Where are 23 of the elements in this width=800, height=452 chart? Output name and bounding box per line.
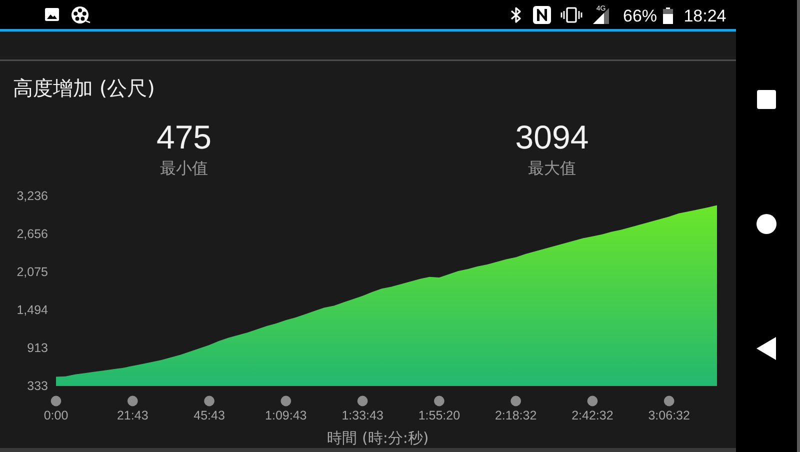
x-tick-label: 1:09:43	[265, 408, 307, 422]
x-tick-label: 3:06:32	[648, 408, 690, 422]
text: 475	[156, 118, 212, 156]
y-tick-label: 2,656	[16, 226, 48, 241]
x-tick-label: 1:55:20	[418, 408, 460, 422]
x-tick-label: 45:43	[194, 408, 225, 422]
text: 最大值	[528, 158, 576, 178]
y-tick-label: 913	[27, 341, 48, 356]
x-tick-label: 2:18:32	[494, 408, 537, 422]
chart-title: 高度增加 (公尺)	[13, 76, 155, 100]
text: 18:24	[684, 6, 726, 26]
text: 最小值	[160, 158, 208, 178]
text: 3094	[515, 118, 589, 156]
y-tick-label: 3,236	[16, 189, 48, 203]
x-tick-label: 21:43	[116, 408, 148, 422]
text: 66%	[622, 6, 658, 26]
x-axis-title: 時間 (時:分:秒)	[327, 429, 429, 447]
y-tick-label: 2,075	[16, 264, 48, 279]
x-tick-label: 1:33:43	[342, 408, 384, 422]
y-tick-label: 333	[27, 379, 48, 393]
y-tick-label: 1,494	[16, 303, 48, 318]
x-tick-label: 0:00	[44, 408, 68, 422]
x-tick-label: 2:42:32	[572, 408, 614, 422]
